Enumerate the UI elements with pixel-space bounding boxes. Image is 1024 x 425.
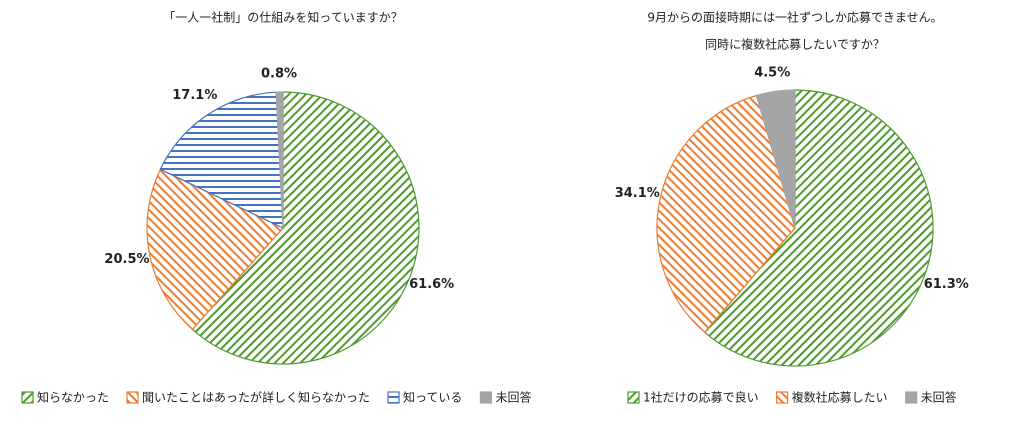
data-label: 34.1% (615, 186, 660, 201)
legend-label: 複数社応募したい (792, 390, 888, 405)
pie-slice (656, 94, 796, 334)
data-label: 61.6% (409, 277, 454, 292)
pie-slice (275, 91, 284, 229)
legend-swatch (387, 391, 400, 404)
data-label: 4.5% (754, 66, 790, 81)
legend-swatch (905, 391, 918, 404)
legend-swatch (776, 391, 789, 404)
data-label: 20.5% (104, 252, 149, 267)
legend-label: 知らなかった (37, 391, 109, 405)
legend-swatch (479, 391, 493, 404)
chart-title: 同時に複数社応募したいですか？ (705, 37, 885, 52)
legend-label: 知っている (403, 391, 462, 405)
legend-swatch (627, 391, 640, 404)
legend-label: 1社だけの応募で良い (643, 390, 759, 405)
legend-label: 未回答 (921, 390, 957, 405)
legend-label: 聞いたことはあったが詳しく知らなかった (142, 390, 370, 405)
pie-slice (146, 168, 284, 331)
pie-slice (755, 89, 796, 229)
data-label: 61.3% (924, 277, 969, 292)
legend-label: 未回答 (495, 390, 531, 405)
pie-slice (703, 89, 934, 367)
legend-swatch (126, 391, 139, 404)
chart-title: 9月からの面接時期には一社ずつしか応募できません。 (647, 10, 942, 25)
pie-slice (191, 91, 420, 365)
data-label: 17.1% (172, 88, 217, 103)
pie-slice (159, 91, 284, 229)
chart-title: 「一人一社制」の仕組みを知っていますか？ (163, 10, 402, 25)
legend-swatch (21, 391, 34, 404)
data-label: 0.8% (261, 66, 297, 81)
